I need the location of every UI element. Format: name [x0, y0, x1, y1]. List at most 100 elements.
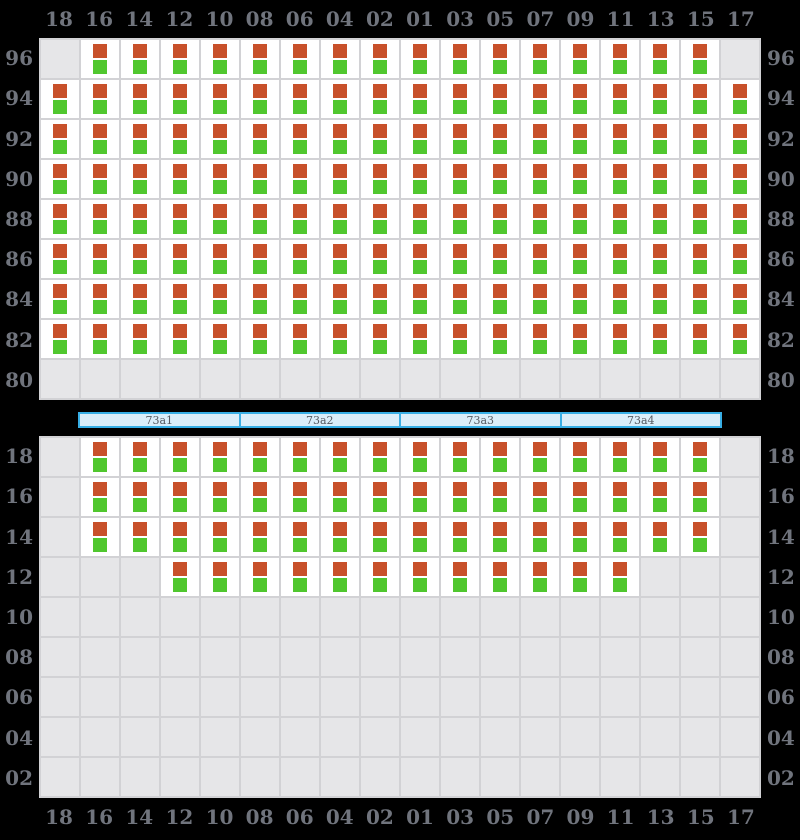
section-segment[interactable]: 73a4: [559, 414, 721, 426]
cabin-cell[interactable]: [521, 280, 559, 318]
cabin-cell[interactable]: [601, 518, 639, 556]
cabin-cell[interactable]: [641, 280, 679, 318]
cabin-cell[interactable]: [361, 200, 399, 238]
cabin-cell[interactable]: [641, 120, 679, 158]
cabin-cell[interactable]: [281, 80, 319, 118]
cabin-cell[interactable]: [521, 478, 559, 516]
cabin-cell[interactable]: [401, 438, 439, 476]
cabin-cell[interactable]: [81, 80, 119, 118]
cabin-cell[interactable]: [321, 240, 359, 278]
cabin-cell[interactable]: [161, 200, 199, 238]
cabin-cell[interactable]: [601, 160, 639, 198]
cabin-cell[interactable]: [241, 80, 279, 118]
cabin-cell[interactable]: [681, 478, 719, 516]
cabin-cell[interactable]: [201, 518, 239, 556]
cabin-cell[interactable]: [321, 280, 359, 318]
cabin-cell[interactable]: [721, 160, 759, 198]
cabin-cell[interactable]: [161, 40, 199, 78]
cabin-cell[interactable]: [401, 160, 439, 198]
cabin-cell[interactable]: [201, 320, 239, 358]
cabin-cell[interactable]: [81, 160, 119, 198]
cabin-cell[interactable]: [721, 240, 759, 278]
cabin-cell[interactable]: [561, 280, 599, 318]
cabin-cell[interactable]: [481, 40, 519, 78]
cabin-cell[interactable]: [41, 120, 79, 158]
cabin-cell[interactable]: [601, 40, 639, 78]
cabin-cell[interactable]: [81, 438, 119, 476]
cabin-cell[interactable]: [81, 320, 119, 358]
cabin-cell[interactable]: [561, 518, 599, 556]
cabin-cell[interactable]: [561, 40, 599, 78]
cabin-cell[interactable]: [81, 518, 119, 556]
cabin-cell[interactable]: [481, 320, 519, 358]
cabin-cell[interactable]: [561, 438, 599, 476]
cabin-cell[interactable]: [521, 120, 559, 158]
cabin-cell[interactable]: [321, 518, 359, 556]
cabin-cell[interactable]: [561, 478, 599, 516]
cabin-cell[interactable]: [561, 80, 599, 118]
cabin-cell[interactable]: [601, 80, 639, 118]
cabin-cell[interactable]: [641, 438, 679, 476]
cabin-cell[interactable]: [641, 80, 679, 118]
cabin-cell[interactable]: [81, 120, 119, 158]
cabin-cell[interactable]: [521, 518, 559, 556]
cabin-cell[interactable]: [121, 80, 159, 118]
cabin-cell[interactable]: [441, 518, 479, 556]
cabin-cell[interactable]: [601, 438, 639, 476]
cabin-cell[interactable]: [401, 200, 439, 238]
cabin-cell[interactable]: [481, 120, 519, 158]
cabin-cell[interactable]: [441, 40, 479, 78]
cabin-cell[interactable]: [721, 120, 759, 158]
cabin-cell[interactable]: [681, 518, 719, 556]
cabin-cell[interactable]: [241, 558, 279, 596]
cabin-cell[interactable]: [121, 518, 159, 556]
cabin-cell[interactable]: [321, 438, 359, 476]
cabin-cell[interactable]: [641, 160, 679, 198]
cabin-cell[interactable]: [441, 120, 479, 158]
cabin-cell[interactable]: [321, 40, 359, 78]
cabin-cell[interactable]: [681, 120, 719, 158]
cabin-cell[interactable]: [441, 558, 479, 596]
cabin-cell[interactable]: [521, 200, 559, 238]
cabin-cell[interactable]: [241, 200, 279, 238]
cabin-cell[interactable]: [441, 240, 479, 278]
cabin-cell[interactable]: [281, 518, 319, 556]
cabin-cell[interactable]: [121, 240, 159, 278]
cabin-cell[interactable]: [361, 438, 399, 476]
cabin-cell[interactable]: [521, 240, 559, 278]
cabin-cell[interactable]: [521, 160, 559, 198]
cabin-cell[interactable]: [441, 438, 479, 476]
cabin-cell[interactable]: [401, 80, 439, 118]
cabin-cell[interactable]: [321, 558, 359, 596]
cabin-cell[interactable]: [361, 120, 399, 158]
cabin-cell[interactable]: [481, 280, 519, 318]
cabin-cell[interactable]: [601, 240, 639, 278]
cabin-cell[interactable]: [561, 200, 599, 238]
cabin-cell[interactable]: [321, 160, 359, 198]
cabin-cell[interactable]: [201, 160, 239, 198]
cabin-cell[interactable]: [201, 120, 239, 158]
cabin-cell[interactable]: [481, 200, 519, 238]
cabin-cell[interactable]: [681, 280, 719, 318]
cabin-cell[interactable]: [161, 120, 199, 158]
cabin-cell[interactable]: [41, 320, 79, 358]
cabin-cell[interactable]: [161, 320, 199, 358]
cabin-cell[interactable]: [361, 280, 399, 318]
cabin-cell[interactable]: [521, 438, 559, 476]
cabin-cell[interactable]: [361, 320, 399, 358]
cabin-cell[interactable]: [521, 40, 559, 78]
cabin-cell[interactable]: [201, 438, 239, 476]
cabin-cell[interactable]: [721, 280, 759, 318]
cabin-cell[interactable]: [41, 280, 79, 318]
cabin-cell[interactable]: [201, 80, 239, 118]
cabin-cell[interactable]: [601, 320, 639, 358]
cabin-cell[interactable]: [241, 160, 279, 198]
cabin-cell[interactable]: [281, 438, 319, 476]
section-segment[interactable]: 73a3: [399, 414, 560, 426]
cabin-cell[interactable]: [361, 80, 399, 118]
cabin-cell[interactable]: [201, 478, 239, 516]
cabin-cell[interactable]: [201, 280, 239, 318]
cabin-cell[interactable]: [601, 478, 639, 516]
cabin-cell[interactable]: [641, 478, 679, 516]
cabin-cell[interactable]: [441, 478, 479, 516]
